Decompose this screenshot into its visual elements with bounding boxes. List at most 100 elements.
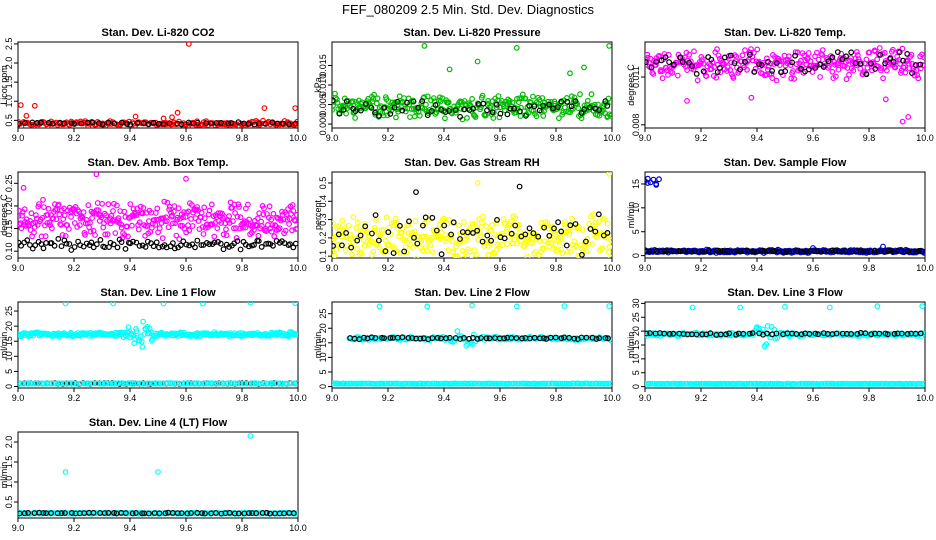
data-point	[666, 331, 673, 337]
data-point	[350, 214, 357, 221]
data-point	[405, 230, 412, 237]
data-point	[524, 253, 531, 258]
data-point	[173, 232, 180, 239]
data-point-outlier	[899, 118, 906, 125]
y-tick-label: 1.5	[4, 456, 14, 469]
data-point	[205, 380, 212, 387]
data-point	[806, 331, 813, 337]
data-point	[22, 120, 28, 126]
data-point-outlier	[160, 115, 167, 122]
data-point	[788, 75, 795, 82]
data-point	[486, 335, 493, 342]
y-tick-label: 0.10	[4, 242, 14, 260]
data-point	[291, 380, 297, 387]
data-point	[19, 212, 26, 219]
data-point	[829, 68, 836, 75]
data-point	[551, 225, 557, 232]
data-point	[226, 243, 233, 250]
data-point	[793, 331, 800, 337]
data-point	[501, 235, 508, 242]
data-point	[280, 216, 287, 223]
data-point	[583, 238, 589, 245]
data-point	[204, 221, 211, 228]
data-point	[374, 95, 381, 102]
data-point	[874, 56, 881, 63]
data-point	[420, 233, 427, 240]
x-tick-label: 9.0	[326, 263, 339, 273]
data-point	[511, 105, 517, 112]
data-point	[245, 510, 252, 516]
data-point-outlier	[110, 302, 117, 307]
y-tick-label: 0.5	[318, 177, 328, 190]
data-point	[658, 248, 664, 255]
data-point	[604, 229, 611, 236]
figure-title: FEF_080209 2.5 Min. Std. Dev. Diagnostic…	[342, 2, 594, 17]
data-point	[731, 248, 738, 255]
data-point	[826, 248, 832, 255]
data-point	[497, 110, 504, 117]
data-point	[269, 119, 276, 126]
data-point	[733, 381, 740, 387]
data-point	[568, 103, 575, 110]
data-point	[290, 208, 297, 214]
y-tick-label: 0	[631, 384, 641, 389]
data-point	[574, 225, 581, 232]
data-point	[452, 109, 459, 116]
y-tick-label: 15	[318, 338, 328, 348]
data-point	[645, 51, 651, 58]
data-point	[868, 60, 874, 67]
data-point	[332, 220, 336, 227]
data-point	[857, 248, 864, 254]
data-point	[832, 73, 839, 80]
data-point	[361, 334, 367, 341]
data-point	[605, 249, 612, 255]
data-point-outlier	[606, 172, 612, 177]
data-point	[836, 248, 842, 254]
data-point	[476, 216, 482, 223]
data-point	[38, 119, 44, 126]
y-tick-label: 25	[631, 312, 641, 322]
data-point	[166, 120, 173, 127]
data-point-outlier	[18, 102, 24, 108]
plot-box	[644, 41, 926, 129]
data-point	[773, 330, 780, 337]
data-point	[455, 380, 462, 387]
data-point	[516, 95, 523, 102]
data-points	[332, 172, 612, 258]
data-point	[137, 203, 144, 210]
data-point	[604, 220, 611, 227]
data-point	[850, 380, 857, 387]
data-point	[489, 109, 496, 116]
data-point	[513, 335, 520, 342]
data-point	[217, 240, 224, 247]
data-point	[405, 222, 412, 229]
data-point	[724, 68, 730, 74]
data-point	[721, 54, 728, 61]
panel-10: Stan. Dev. Line 4 (LT) Flow ml/min 9.0 9.2 9…	[0, 417, 307, 533]
data-point	[647, 330, 653, 337]
y-axis-label: percent	[313, 199, 323, 230]
data-point	[133, 212, 140, 219]
data-point-outlier	[174, 109, 181, 116]
data-point	[542, 380, 549, 387]
data-point	[513, 240, 520, 247]
data-point	[575, 105, 582, 112]
y-tick-label: 10	[318, 352, 328, 362]
x-tick-label: 9.2	[68, 133, 81, 143]
data-point	[275, 226, 282, 233]
data-point	[846, 248, 853, 255]
x-tick-label: 9.0	[326, 393, 339, 403]
data-point	[438, 106, 445, 113]
data-point	[811, 248, 818, 254]
data-point	[36, 201, 42, 208]
data-point	[269, 222, 276, 229]
data-point	[866, 49, 873, 56]
data-point	[362, 223, 369, 230]
data-point	[708, 56, 715, 63]
data-point	[218, 220, 225, 226]
data-point	[286, 121, 293, 128]
data-point	[470, 105, 477, 112]
panel-8: Stan. Dev. Line 2 Flow ml/min 9.0 9.2 9.4 9.6…	[313, 287, 621, 403]
data-point-outlier	[748, 94, 755, 101]
data-point	[371, 91, 378, 98]
